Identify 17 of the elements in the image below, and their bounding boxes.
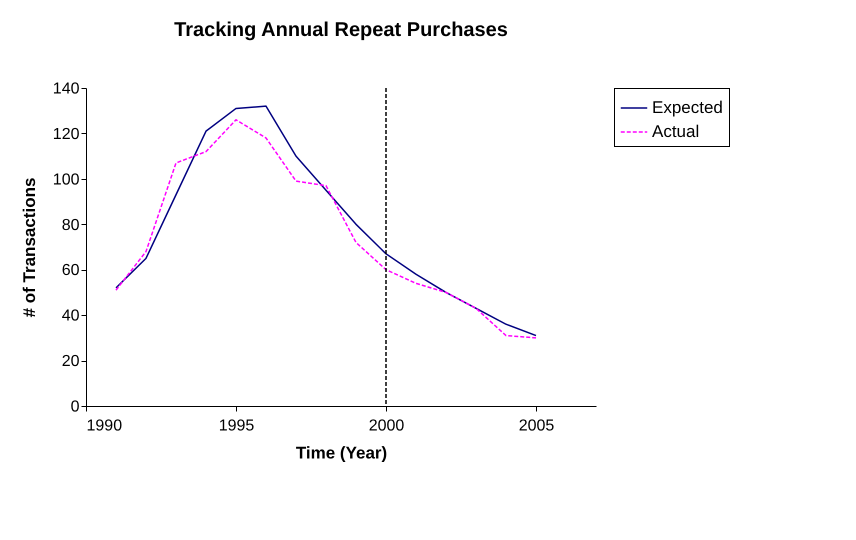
x-tick-label: 1990	[86, 418, 122, 434]
x-tick-label: 2005	[518, 418, 554, 434]
y-tick-label: 140	[52, 80, 80, 98]
y-tick-label: 0	[70, 398, 80, 416]
y-tick-label: 120	[52, 126, 80, 143]
y-tick-label: 80	[62, 216, 80, 234]
y-tick-label: 60	[62, 262, 80, 280]
y-axis-title: # of Transactions	[20, 178, 39, 318]
chart-title: Tracking Annual Repeat Purchases	[174, 19, 508, 41]
y-tick-label: 100	[52, 171, 80, 188]
x-tick-label: 2000	[368, 418, 404, 434]
legend-label: Expected	[652, 98, 723, 117]
x-axis-title: Time (Year)	[296, 444, 388, 462]
x-tick-label: 1995	[218, 418, 254, 434]
legend-label: Actual	[652, 122, 700, 141]
y-tick-label: 20	[62, 353, 80, 370]
y-tick-label: 40	[62, 308, 80, 325]
